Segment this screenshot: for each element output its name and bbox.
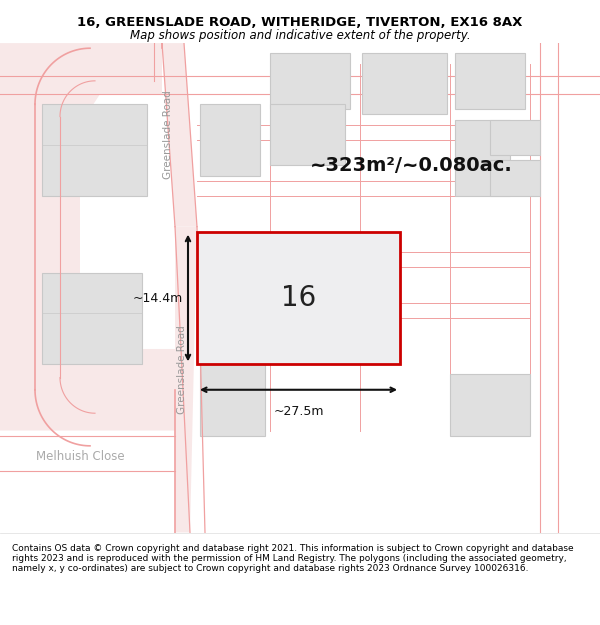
Bar bbox=[270, 104, 345, 166]
Polygon shape bbox=[162, 43, 197, 227]
Text: Contains OS data © Crown copyright and database right 2021. This information is : Contains OS data © Crown copyright and d… bbox=[12, 544, 574, 573]
Bar bbox=[362, 53, 447, 114]
Bar bbox=[490, 161, 540, 196]
Text: Greenslade Road: Greenslade Road bbox=[163, 91, 173, 179]
Polygon shape bbox=[175, 227, 197, 532]
Bar bbox=[200, 104, 260, 176]
Text: ~27.5m: ~27.5m bbox=[273, 405, 324, 418]
Bar bbox=[450, 374, 530, 436]
Bar bbox=[455, 53, 525, 109]
Bar bbox=[455, 119, 510, 196]
Text: ~323m²/~0.080ac.: ~323m²/~0.080ac. bbox=[310, 156, 513, 175]
Bar bbox=[200, 364, 265, 436]
Text: ~14.4m: ~14.4m bbox=[133, 291, 183, 304]
Text: 16: 16 bbox=[281, 284, 316, 312]
Text: Greenslade Road: Greenslade Road bbox=[177, 325, 187, 414]
Text: Melhuish Close: Melhuish Close bbox=[35, 449, 124, 462]
Bar bbox=[490, 119, 540, 155]
Text: Map shows position and indicative extent of the property.: Map shows position and indicative extent… bbox=[130, 29, 470, 41]
Polygon shape bbox=[0, 43, 175, 431]
Bar bbox=[42, 272, 142, 364]
Bar bbox=[270, 53, 350, 109]
Bar bbox=[197, 232, 400, 364]
Text: 16, GREENSLADE ROAD, WITHERIDGE, TIVERTON, EX16 8AX: 16, GREENSLADE ROAD, WITHERIDGE, TIVERTO… bbox=[77, 16, 523, 29]
Bar bbox=[42, 104, 147, 196]
